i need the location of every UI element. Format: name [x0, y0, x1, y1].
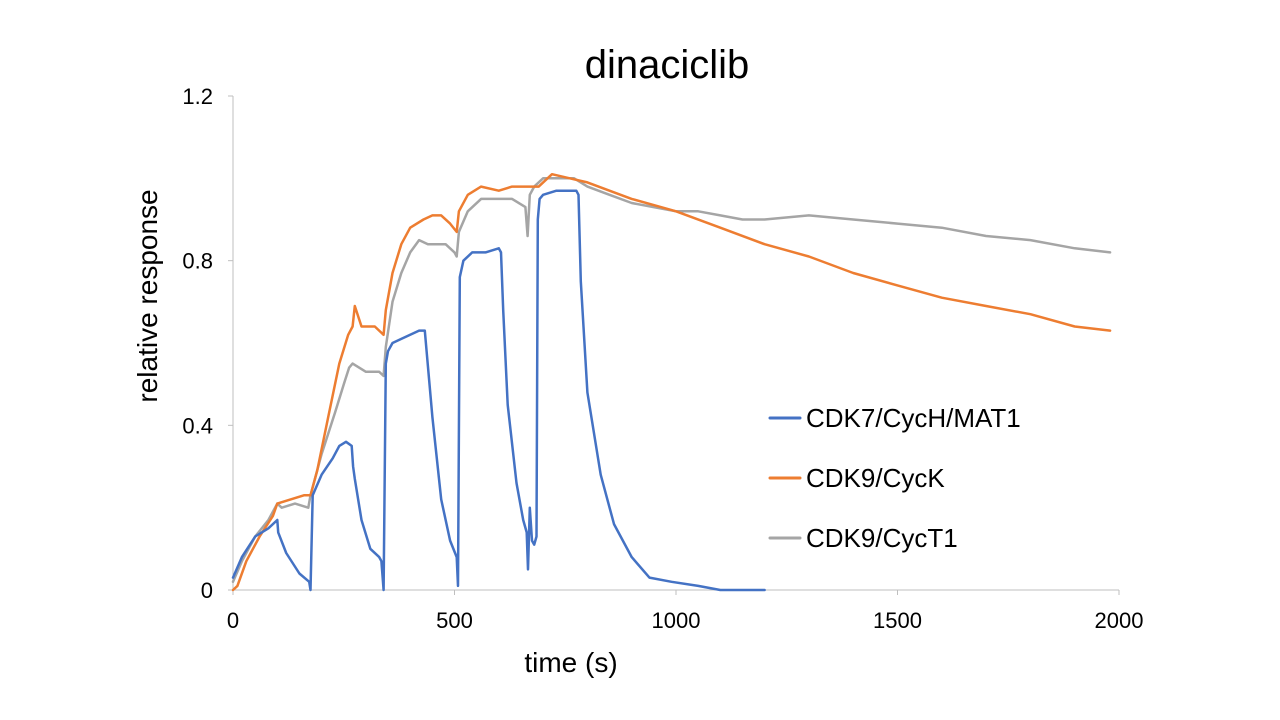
legend-label: CDK9/CycK — [806, 463, 945, 493]
y-tick-label: 0.4 — [182, 413, 213, 438]
y-tick-label: 0 — [201, 578, 213, 603]
x-tick-label: 2000 — [1095, 608, 1144, 633]
legend: CDK7/CycH/MAT1 CDK9/CycK CDK9/CycT1 — [768, 403, 1021, 553]
chart-title: dinaciclib — [585, 43, 750, 87]
x-tick-label: 1500 — [873, 608, 922, 633]
y-axis-label: relative response — [132, 189, 163, 402]
series-line-cdk7-cych-mat1 — [231, 189, 766, 592]
series-line-cdk9-cyct1 — [231, 177, 1112, 584]
y-tick-label: 1.2 — [182, 84, 213, 109]
series-line-cdk9-cyck — [231, 172, 1112, 592]
legend-label: CDK9/CycT1 — [806, 523, 958, 553]
y-tick-label: 0.8 — [182, 249, 213, 274]
x-axis-label: time (s) — [524, 647, 617, 678]
x-tick-label: 0 — [227, 608, 239, 633]
x-tick-label: 500 — [436, 608, 473, 633]
legend-label: CDK7/CycH/MAT1 — [806, 403, 1021, 433]
x-tick-label: 1000 — [652, 608, 701, 633]
axes: 0 0.4 0.8 1.2 0 500 1000 1500 2000 — [182, 84, 1143, 633]
series-lines — [231, 172, 1112, 592]
